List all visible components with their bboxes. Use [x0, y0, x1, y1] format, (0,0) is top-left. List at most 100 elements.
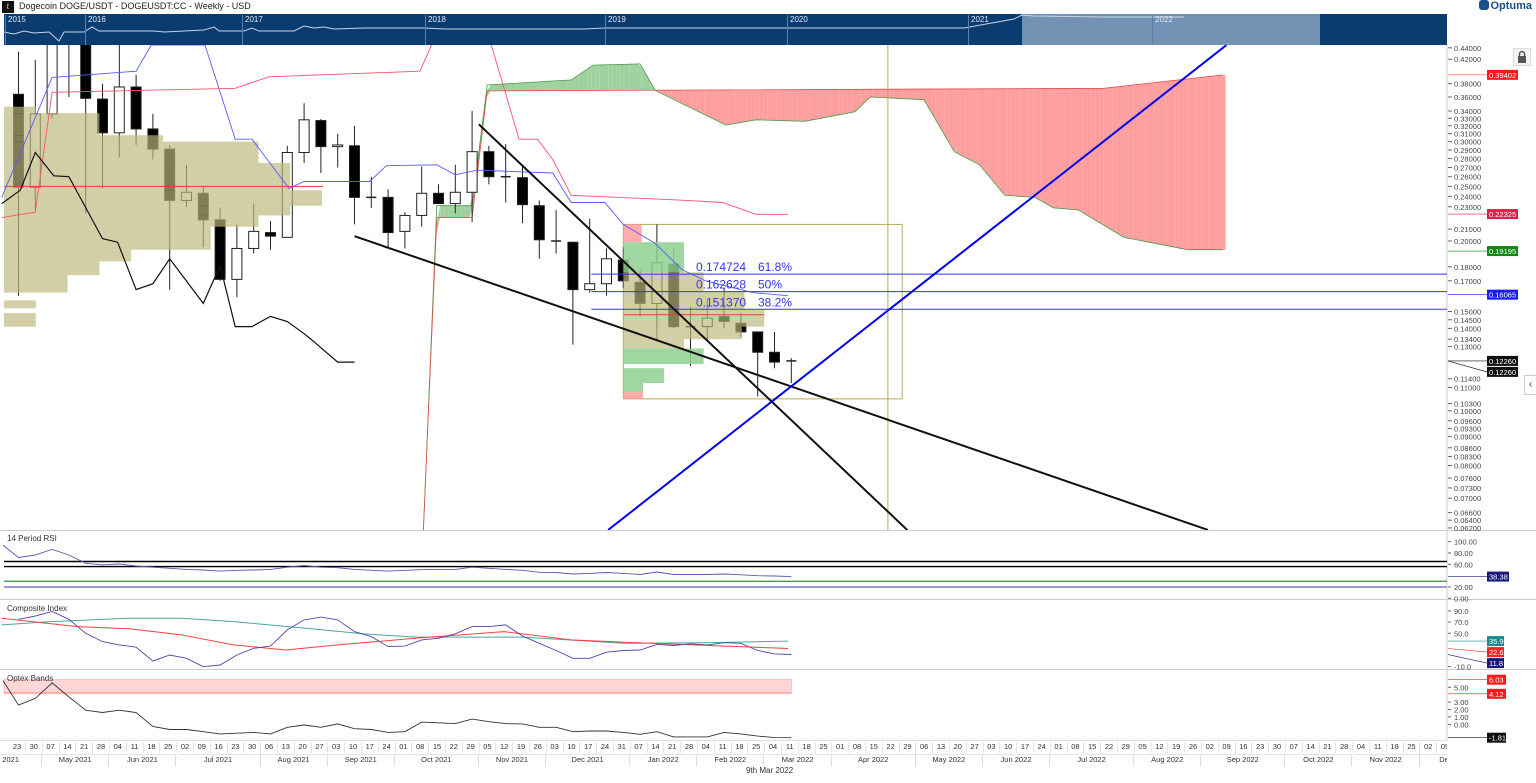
candle [449, 164, 461, 214]
cloud-segment [553, 80, 558, 91]
navigator-window[interactable] [1022, 14, 1320, 45]
lock-icon[interactable] [1513, 48, 1531, 66]
cloud-segment [461, 205, 466, 218]
week-tick-label: 02 [177, 742, 194, 753]
week-tick-label: 18 [799, 742, 816, 753]
price-tick-label: 0.34000 [1454, 107, 1481, 116]
cloud-segment [1070, 88, 1075, 210]
price-tick-label: 0.20000 [1454, 237, 1481, 246]
navigator-year-label: 2021 [968, 15, 989, 45]
candle-body [248, 230, 260, 249]
month-label: Mar 2022 [764, 754, 832, 766]
week-tick-label: 22 [446, 742, 463, 753]
indicator-tick-label: 0.00 [1454, 594, 1469, 603]
fib-price-label: 0.162628 [696, 278, 746, 292]
cloud-segment [528, 82, 533, 91]
price-tick-label: 0.08000 [1454, 461, 1481, 470]
cloud-segment [704, 89, 709, 117]
price-tick-label: 0.28000 [1454, 155, 1481, 164]
week-tick-label: 18 [1387, 742, 1404, 753]
cloud-segment [1124, 85, 1129, 239]
cloud-segment [1183, 78, 1188, 250]
candle [382, 189, 394, 249]
cloud-segment [666, 90, 672, 99]
cloud-segment [1191, 77, 1197, 250]
optex-panel-label: Optex Bands [7, 674, 54, 683]
indicator-tick-label: 90.0 [1454, 607, 1469, 616]
indicator-value-leader [1447, 648, 1488, 653]
collapse-panel-chevron-icon[interactable]: ‹ [1524, 375, 1536, 395]
price-axis[interactable]: 0.44000 0.42000 0.38000 0.36000 0.340000.330… [1447, 44, 1518, 533]
navigator-year-label: 2017 [242, 15, 263, 45]
price-tick-label: 0.11400 [1454, 375, 1481, 384]
price-tick-label: 0.07000 [1454, 494, 1481, 503]
volume-profile-bar [4, 226, 211, 250]
cloud-segment [444, 205, 449, 218]
cloud-segment [1128, 84, 1134, 240]
candle-body [113, 86, 125, 134]
cloud-segment [574, 74, 579, 91]
candle [786, 358, 797, 384]
indicator-value-label: 35.9 [1489, 637, 1504, 646]
price-panel[interactable]: 0.174724 61.8% 0.162628 50% 0.151370 38.2% [1, 0, 1447, 530]
cloud-segment [1074, 88, 1079, 210]
box-volume-profile-bar [623, 291, 745, 310]
week-tick-label: 27 [967, 742, 984, 753]
cloud-segment [1166, 80, 1171, 247]
week-tick-label: 25 [160, 742, 178, 753]
rsi-line [2, 544, 792, 578]
timeline-navigator[interactable]: 2015 2016 2017 2018 2019 2020 2021 2022 [4, 14, 1447, 45]
price-tick-label: 0.08600 [1454, 444, 1481, 453]
month-label: Nov 2022 [1352, 754, 1420, 766]
fib-percent-label: 50% [758, 278, 782, 292]
cloud-segment [465, 205, 470, 218]
composite-panel-label: Composite Index [7, 604, 68, 613]
week-tick-label: 01 [395, 742, 413, 753]
volume-profile-bar [4, 190, 322, 206]
cloud-segment [1078, 88, 1083, 213]
price-tick-label: 0.24000 [1454, 192, 1481, 201]
week-tick-label: 11 [715, 742, 732, 753]
box-volume-profile-bar [623, 339, 684, 349]
week-tick-label: 25 [748, 742, 766, 753]
cloud-segment [918, 89, 924, 100]
price-value-label: 0.16065 [1489, 291, 1516, 300]
cloud-segment [1141, 83, 1146, 242]
cloud-segment [1036, 88, 1041, 201]
cloud-segment [540, 81, 546, 91]
price-value-badge [1487, 209, 1518, 220]
month-label: Jun 2021 [109, 754, 177, 766]
chart-icon[interactable]: ℓ [2, 1, 14, 13]
week-tick-label: 30 [26, 742, 43, 753]
price-tick-label: 0.29000 [1454, 146, 1481, 155]
cloud-segment [897, 89, 903, 99]
price-value-leader [1447, 360, 1488, 373]
box-volume-profile-bar [623, 242, 684, 273]
week-tick-label: 24 [1034, 742, 1051, 753]
cloud-segment [591, 65, 596, 91]
month-label: Apr 2021 [0, 754, 43, 766]
price-value-badge [1487, 355, 1518, 366]
week-tick-label: 20 [950, 742, 967, 753]
cloud-segment [1112, 86, 1117, 233]
week-tick-label: 08 [849, 742, 866, 753]
cloud-segment [486, 84, 491, 98]
candle-body [433, 192, 444, 205]
cloud-segment [784, 89, 789, 121]
volume-profile-bar [4, 162, 291, 191]
candle-body [298, 119, 310, 154]
cloud-segment [1019, 88, 1024, 197]
week-tick-label: 03 [328, 742, 346, 753]
box-volume-profile-bar [623, 272, 704, 292]
cloud-segment [700, 90, 705, 115]
cloud-segment [1023, 88, 1029, 197]
month-label: Oct 2022 [1285, 754, 1353, 766]
cloud-segment [771, 89, 777, 121]
cloud-segment [734, 89, 739, 124]
indicator-tick-label: 1.00 [1454, 713, 1469, 722]
box-volume-profile-bar [623, 309, 765, 327]
indicator-value-label: -1.81 [1489, 734, 1506, 743]
time-axis[interactable]: 23 30 07 14 21 28 04 11 18 25 02 09 16 23 30 06 13 20 27 03… [0, 740, 1447, 767]
week-tick-label: 01 [832, 742, 850, 753]
